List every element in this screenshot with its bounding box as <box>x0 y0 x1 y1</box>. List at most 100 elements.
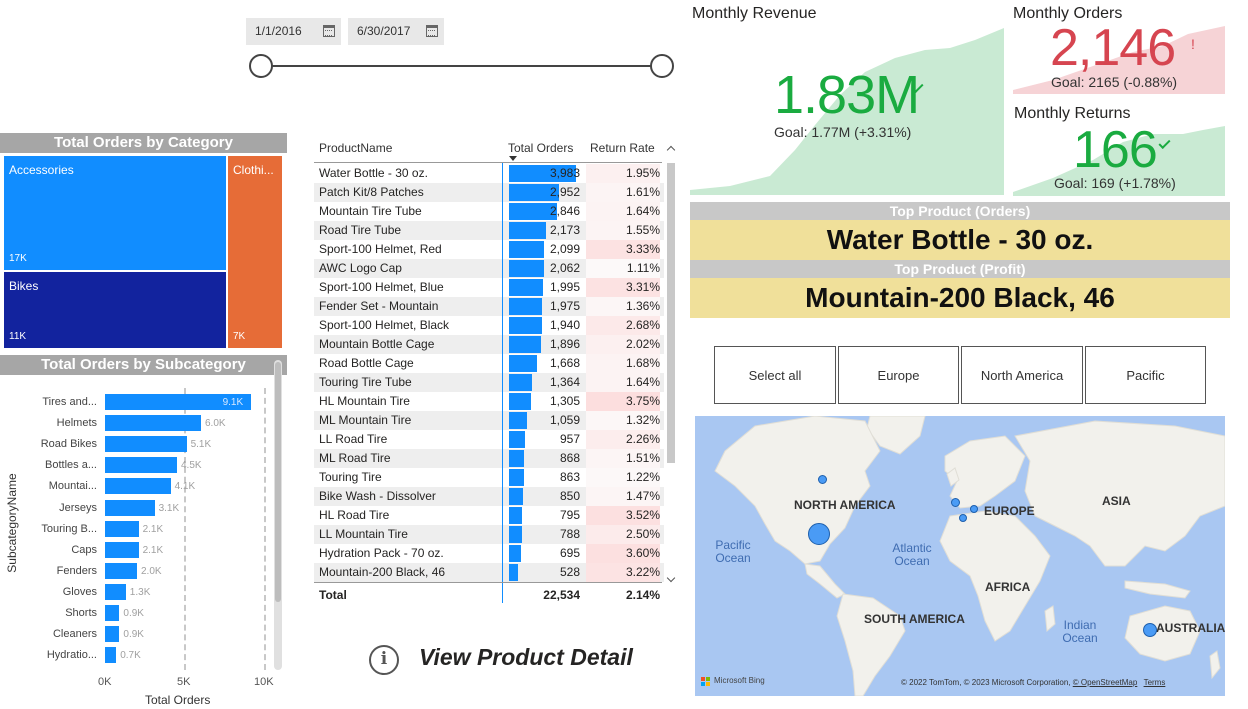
view-product-detail-label: View Product Detail <box>419 644 633 670</box>
return-rate-value: 1.64% <box>625 375 660 389</box>
table-row[interactable]: Sport-100 Helmet, Black 1,940 2.68% <box>314 316 664 335</box>
table-row[interactable]: Road Bottle Cage 1,668 1.68% <box>314 354 664 373</box>
subcategory-bar[interactable] <box>105 626 120 643</box>
subcategory-bar[interactable] <box>105 520 139 537</box>
map-bubble[interactable] <box>1143 623 1157 637</box>
return-rate-cell: 2.26% <box>586 430 660 449</box>
table-row[interactable]: Mountain Bottle Cage 1,896 2.02% <box>314 335 664 354</box>
return-rate-value: 1.95% <box>625 166 660 180</box>
return-rate-cell: 3.75% <box>586 392 660 411</box>
end-date-input[interactable]: 6/30/2017 <box>348 18 444 45</box>
column-header-return-rate[interactable]: Return Rate <box>590 141 655 155</box>
treemap-cell-accessories[interactable]: Accessories 17K <box>4 156 226 270</box>
return-rate-value: 1.36% <box>625 299 660 313</box>
region-north-america-button[interactable]: North America <box>961 346 1083 404</box>
total-orders-cell: 1,995 <box>549 280 580 294</box>
table-row[interactable]: Hydration Pack - 70 oz. 695 3.60% <box>314 544 664 563</box>
scroll-up-icon[interactable] <box>666 145 676 155</box>
subcategory-bar[interactable] <box>105 478 171 495</box>
table-row[interactable]: Sport-100 Helmet, Red 2,099 3.33% <box>314 240 664 259</box>
info-icon[interactable]: i <box>369 645 399 675</box>
calendar-icon[interactable] <box>426 25 438 37</box>
map-bubble[interactable] <box>951 498 960 507</box>
treemap-cell-clothing[interactable]: Clothi... 7K <box>228 156 282 348</box>
map-bubble[interactable] <box>970 505 978 513</box>
world-map[interactable]: NORTH AMERICA SOUTH AMERICA EUROPE AFRIC… <box>695 416 1225 696</box>
product-name-cell: Touring Tire <box>319 470 382 484</box>
table-row[interactable]: AWC Logo Cap 2,062 1.11% <box>314 259 664 278</box>
product-name-cell: LL Road Tire <box>319 432 388 446</box>
subcategory-bar[interactable] <box>105 394 251 410</box>
table-row[interactable]: ML Mountain Tire 1,059 1.32% <box>314 411 664 430</box>
region-europe-button[interactable]: Europe <box>838 346 959 404</box>
return-rate-value: 1.51% <box>625 451 660 465</box>
start-date-input[interactable]: 1/1/2016 <box>246 18 341 45</box>
orders-data-bar <box>509 203 557 220</box>
table-row[interactable]: LL Road Tire 957 2.26% <box>314 430 664 449</box>
map-bubble[interactable] <box>808 523 830 545</box>
region-pacific-button[interactable]: Pacific <box>1085 346 1206 404</box>
subcategory-bar[interactable] <box>105 457 177 474</box>
total-orders-cell: 2,952 <box>549 185 580 199</box>
map-bubble[interactable] <box>818 475 827 484</box>
scrollbar-thumb[interactable] <box>667 163 675 463</box>
total-return-rate: 2.14% <box>625 588 660 602</box>
scroll-down-icon[interactable] <box>666 573 676 583</box>
return-rate-value: 1.55% <box>625 223 660 237</box>
x-tick-label: 5K <box>177 676 191 688</box>
table-row[interactable]: HL Road Tire 795 3.52% <box>314 506 664 525</box>
subcategory-bar[interactable] <box>105 562 137 579</box>
table-row[interactable]: Water Bottle - 30 oz. 3,983 1.95% <box>314 164 664 183</box>
subcategory-bar[interactable] <box>105 605 120 621</box>
subcategory-value-label: 2.1K <box>142 544 164 556</box>
orders-data-bar <box>509 488 523 505</box>
table-scrollbar[interactable] <box>665 139 677 589</box>
subcategory-bar[interactable] <box>105 499 155 516</box>
orders-data-bar <box>509 355 537 372</box>
scrollbar-thumb[interactable] <box>275 362 281 602</box>
subcategory-bar[interactable] <box>105 436 187 453</box>
table-row[interactable]: ML Road Tire 868 1.51% <box>314 449 664 468</box>
orders-data-bar <box>509 165 576 182</box>
return-rate-value: 2.50% <box>625 527 660 541</box>
openstreetmap-link[interactable]: © OpenStreetMap <box>1072 678 1138 687</box>
table-row[interactable]: Patch Kit/8 Patches 2,952 1.61% <box>314 183 664 202</box>
terms-link[interactable]: Terms <box>1143 678 1166 687</box>
return-rate-value: 3.75% <box>625 394 660 408</box>
subcategory-bar[interactable] <box>105 415 201 432</box>
table-row[interactable]: Road Tire Tube 2,173 1.55% <box>314 221 664 240</box>
start-date-value: 1/1/2016 <box>255 24 302 38</box>
calendar-icon[interactable] <box>323 25 335 37</box>
table-row[interactable]: Sport-100 Helmet, Blue 1,995 3.31% <box>314 278 664 297</box>
column-header-total-orders[interactable]: Total Orders <box>508 141 574 155</box>
orders-kpi-goal: Goal: 2165 (-0.88%) <box>1051 74 1178 90</box>
date-range-start-handle[interactable] <box>249 54 273 78</box>
table-row[interactable]: Bike Wash - Dissolver 850 1.47% <box>314 487 664 506</box>
treemap-cell-bikes[interactable]: Bikes 11K <box>4 272 226 348</box>
table-row[interactable]: HL Mountain Tire 1,305 3.75% <box>314 392 664 411</box>
table-row[interactable]: Fender Set - Mountain 1,975 1.36% <box>314 297 664 316</box>
table-row[interactable]: Mountain Tire Tube 2,846 1.64% <box>314 202 664 221</box>
returns-kpi-value: 166 <box>1073 121 1158 179</box>
view-product-detail-button[interactable]: View Product Detail <box>419 644 633 671</box>
revenue-kpi-card: Monthly Revenue 1.83M Goal: 1.77M (+3.31… <box>690 0 1004 195</box>
date-range-track[interactable] <box>262 65 662 67</box>
subcategory-bar[interactable] <box>105 647 117 664</box>
table-row[interactable]: Touring Tire 863 1.22% <box>314 468 664 487</box>
subcategory-bar[interactable] <box>105 583 126 600</box>
date-range-end-handle[interactable] <box>650 54 674 78</box>
subcategory-value-label: 2.1K <box>142 523 164 535</box>
region-select-all-button[interactable]: Select all <box>714 346 836 404</box>
product-name-cell: ML Road Tire <box>319 451 391 465</box>
subcategory-scrollbar[interactable] <box>274 360 282 670</box>
product-name-cell: AWC Logo Cap <box>319 261 402 275</box>
return-rate-value: 3.22% <box>625 565 660 579</box>
table-row[interactable]: Touring Tire Tube 1,364 1.64% <box>314 373 664 392</box>
subcategory-bar[interactable] <box>105 541 139 558</box>
column-header-productname[interactable]: ProductName <box>319 141 393 155</box>
table-row[interactable]: Mountain-200 Black, 46 528 3.22% <box>314 563 664 582</box>
map-bubble[interactable] <box>959 514 967 522</box>
table-row[interactable]: LL Mountain Tire 788 2.50% <box>314 525 664 544</box>
orders-data-bar <box>509 469 524 486</box>
map-brand: Microsoft Bing <box>714 676 765 685</box>
